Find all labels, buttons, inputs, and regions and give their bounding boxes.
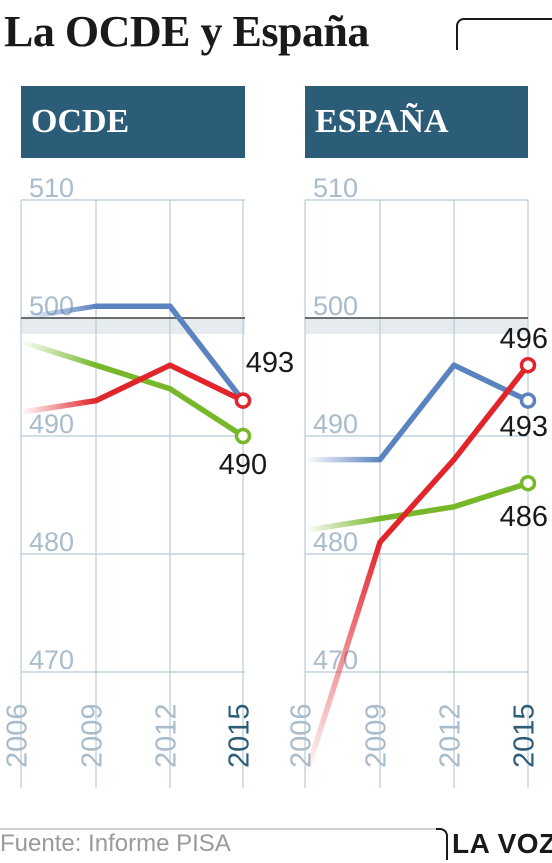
red-series-segment: [20, 397, 97, 416]
title-bracket-decoration: [456, 18, 552, 50]
x-tick-label-2012: 2012: [151, 703, 183, 768]
green-series-segment: [377, 504, 457, 522]
red-series-segment: [167, 362, 246, 404]
y-tick-label-490: 490: [313, 409, 358, 439]
blue-series-fade-start: [20, 303, 97, 321]
brand-logo-text: LA VOZ: [452, 828, 552, 859]
blue-series-end-point: [519, 392, 537, 409]
green-end-label: 486: [500, 501, 548, 533]
source-note: Fuente: Informe PISA: [0, 830, 231, 857]
red-series-segment: [377, 456, 457, 545]
panel-title-espana: ESPAÑA: [305, 86, 528, 158]
red-series-segment: [451, 362, 531, 463]
red-series-end-point: [234, 392, 252, 409]
reference-band: [305, 318, 528, 334]
blue-end-label: 493: [246, 347, 294, 379]
green-series-segment: [20, 338, 97, 368]
x-tick-label-2015: 2015: [509, 703, 541, 768]
panel-title-ocde: OCDE: [21, 86, 245, 158]
red-series-segment: [302, 541, 383, 780]
green-series-segment: [167, 386, 246, 439]
y-tick-label-510: 510: [29, 173, 74, 203]
y-tick-label-470: 470: [313, 645, 358, 675]
y-tick-label-480: 480: [313, 527, 358, 557]
x-tick-label-2006: 2006: [2, 703, 34, 768]
footer-divider: [0, 828, 440, 830]
x-tick-label-2009: 2009: [77, 703, 109, 768]
y-tick-label-510: 510: [313, 173, 358, 203]
green-end-label: 490: [219, 449, 267, 481]
green-series-end-point: [234, 427, 252, 445]
red-series-segment: [93, 362, 173, 404]
green-series-segment: [93, 362, 173, 392]
green-series-segment: [451, 480, 531, 510]
x-tick-label-2009: 2009: [361, 703, 393, 768]
y-tick-label-470: 470: [29, 645, 74, 675]
red-end-label: 496: [500, 323, 548, 355]
green-series-segment: [304, 515, 381, 534]
red-series-end-point: [519, 356, 537, 374]
blue-end-label: 493: [500, 411, 548, 443]
page-title: La OCDE y España: [4, 7, 369, 56]
blue-series-segment: [451, 362, 531, 404]
y-tick-label-480: 480: [29, 527, 74, 557]
y-tick-label-500: 500: [313, 291, 358, 321]
blue-series-segment: [167, 303, 246, 404]
x-tick-label-2015: 2015: [224, 703, 256, 768]
footer-bracket-decoration: [436, 828, 448, 860]
blue-series-segment: [377, 362, 457, 463]
green-series-end-point: [519, 474, 537, 492]
y-tick-label-490: 490: [29, 409, 74, 439]
x-tick-label-2012: 2012: [435, 703, 467, 768]
